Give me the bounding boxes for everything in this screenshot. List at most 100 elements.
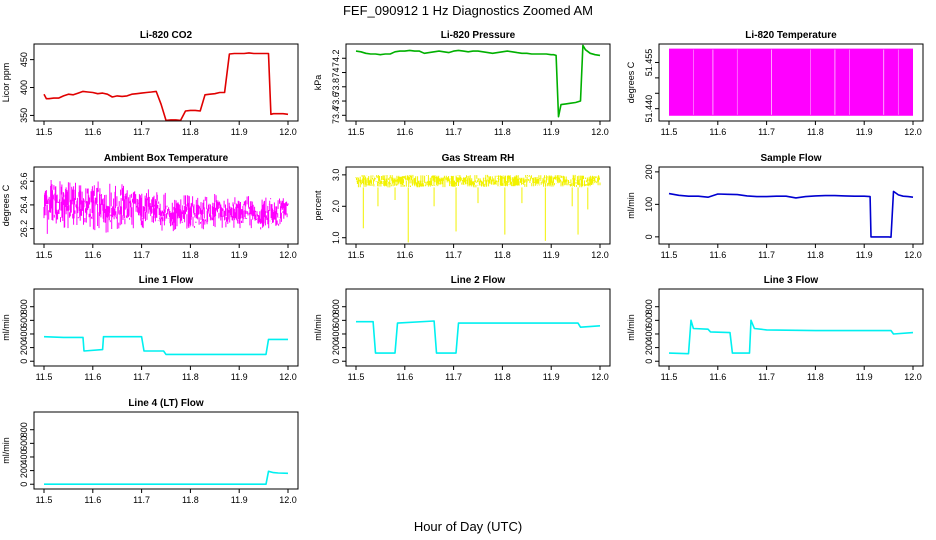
y-tick-label: 400 xyxy=(644,326,654,341)
x-tick-label: 11.5 xyxy=(36,250,53,260)
y-tick-label: 400 xyxy=(19,449,29,464)
x-tick-label: 11.7 xyxy=(758,250,775,260)
y-tick-label: 800 xyxy=(19,299,29,314)
y-tick-label: 600 xyxy=(331,313,341,328)
y-tick-label: 73.8 xyxy=(331,78,341,96)
x-tick-label: 11.9 xyxy=(231,495,248,505)
x-tick-label: 11.6 xyxy=(84,372,101,382)
y-tick-label: 200 xyxy=(644,164,654,179)
y-tick-label: 2.0 xyxy=(331,200,341,213)
panel-title: Ambient Box Temperature xyxy=(104,153,229,164)
x-tick-label: 11.8 xyxy=(807,250,824,260)
x-tick-label: 11.6 xyxy=(709,250,726,260)
panel-9: Line 3 Flow ml/min 11.5 11.6 11.7 11.8 11.9 12.… xyxy=(626,275,924,382)
y-tick-label: 26.6 xyxy=(19,172,29,190)
y-tick-label: 51.455 xyxy=(644,49,654,77)
x-tick-label: 11.5 xyxy=(348,250,365,260)
plot-frame xyxy=(345,43,611,122)
panel-title: Gas Stream RH xyxy=(442,153,515,164)
panel-4: Ambient Box Temperature degrees C 11.5 11.6… xyxy=(1,153,299,260)
x-tick-label: 11.5 xyxy=(661,127,678,137)
x-tick-label: 11.6 xyxy=(396,372,413,382)
x-tick-label: 11.9 xyxy=(856,372,873,382)
y-tick-label: 0 xyxy=(19,359,29,364)
y-tick-label: 26.2 xyxy=(19,220,29,238)
x-tick-label: 11.7 xyxy=(133,250,150,260)
x-tick-label: 11.7 xyxy=(133,495,150,505)
panel-8: Line 2 Flow ml/min 11.5 11.6 11.7 11.8 11.9 12.… xyxy=(313,275,611,382)
y-tick-label: 0 xyxy=(644,234,654,239)
y-tick-label: 1.0 xyxy=(331,231,341,244)
plot-frame xyxy=(658,288,924,367)
y-axis-label: kPa xyxy=(313,75,323,91)
x-tick-label: 11.5 xyxy=(661,250,678,260)
x-tick-label: 11.6 xyxy=(84,495,101,505)
plot-frame xyxy=(33,43,299,122)
x-tick-label: 11.5 xyxy=(661,372,678,382)
x-tick-label: 11.9 xyxy=(543,372,560,382)
y-tick-label: 200 xyxy=(19,340,29,355)
x-tick-label: 11.6 xyxy=(396,250,413,260)
x-tick-label: 11.8 xyxy=(494,127,511,137)
panel-3: Li-820 Temperature degrees C 11.5 11.6 11.7 1… xyxy=(626,30,924,137)
y-tick-label: 200 xyxy=(19,463,29,478)
x-tick-label: 11.9 xyxy=(231,250,248,260)
plot-frame xyxy=(658,43,924,122)
data-band xyxy=(669,48,913,116)
y-tick-label: 800 xyxy=(19,422,29,437)
x-tick-label: 11.7 xyxy=(133,127,150,137)
y-tick-label: 800 xyxy=(331,299,341,314)
y-tick-label: 400 xyxy=(331,326,341,341)
x-tick-label: 11.8 xyxy=(182,495,199,505)
x-tick-label: 11.6 xyxy=(709,372,726,382)
x-tick-label: 12.0 xyxy=(279,495,297,505)
data-series xyxy=(43,180,289,234)
x-tick-label: 11.6 xyxy=(84,127,101,137)
x-tick-label: 11.8 xyxy=(182,250,199,260)
y-tick-label: 26.4 xyxy=(19,196,29,214)
x-tick-label: 12.0 xyxy=(904,372,922,382)
plot-frame xyxy=(345,166,611,245)
x-tick-label: 12.0 xyxy=(904,250,922,260)
x-tick-label: 11.8 xyxy=(494,250,511,260)
data-band xyxy=(355,174,601,188)
x-tick-label: 11.6 xyxy=(396,127,413,137)
data-series xyxy=(43,52,289,122)
y-axis-label: ml/min xyxy=(626,192,636,219)
x-tick-label: 11.7 xyxy=(445,127,462,137)
y-axis-label: ml/min xyxy=(1,437,11,464)
panel-title: Line 2 Flow xyxy=(451,275,506,286)
panel-title: Line 4 (LT) Flow xyxy=(128,398,204,409)
x-tick-label: 12.0 xyxy=(279,250,297,260)
y-axis-label: percent xyxy=(313,190,323,221)
y-tick-label: 800 xyxy=(644,299,654,314)
y-tick-label: 74.2 xyxy=(331,49,341,67)
y-axis-label: Licor ppm xyxy=(1,63,11,103)
x-tick-label: 11.9 xyxy=(543,127,560,137)
panel-title: Line 1 Flow xyxy=(139,275,194,286)
x-tick-label: 12.0 xyxy=(904,127,922,137)
x-tick-label: 11.9 xyxy=(231,127,248,137)
data-series xyxy=(356,320,601,354)
data-series xyxy=(668,190,914,238)
x-tick-label: 11.5 xyxy=(348,372,365,382)
y-tick-label: 200 xyxy=(331,340,341,355)
y-tick-label: 0 xyxy=(19,482,29,487)
plot-frame xyxy=(33,166,299,245)
y-tick-label: 0 xyxy=(644,359,654,364)
panel-7: Line 1 Flow ml/min 11.5 11.6 11.7 11.8 11.9 12.… xyxy=(1,275,299,382)
figure-title: FEF_090912 1 Hz Diagnostics Zoomed AM xyxy=(343,3,593,18)
panel-title: Sample Flow xyxy=(760,153,821,164)
x-tick-label: 11.9 xyxy=(231,372,248,382)
panels-group: Li-820 CO2 Licor ppm 11.5 11.6 11.7 11.8 11.9 1… xyxy=(1,30,924,505)
y-tick-label: 600 xyxy=(644,313,654,328)
y-tick-label: 73.4 xyxy=(331,107,341,125)
x-tick-label: 11.5 xyxy=(36,127,53,137)
x-tick-label: 11.8 xyxy=(494,372,511,382)
x-tick-label: 11.9 xyxy=(543,250,560,260)
y-tick-label: 200 xyxy=(644,340,654,355)
data-series xyxy=(355,44,601,118)
y-tick-label: 600 xyxy=(19,313,29,328)
x-tick-label: 12.0 xyxy=(591,127,609,137)
